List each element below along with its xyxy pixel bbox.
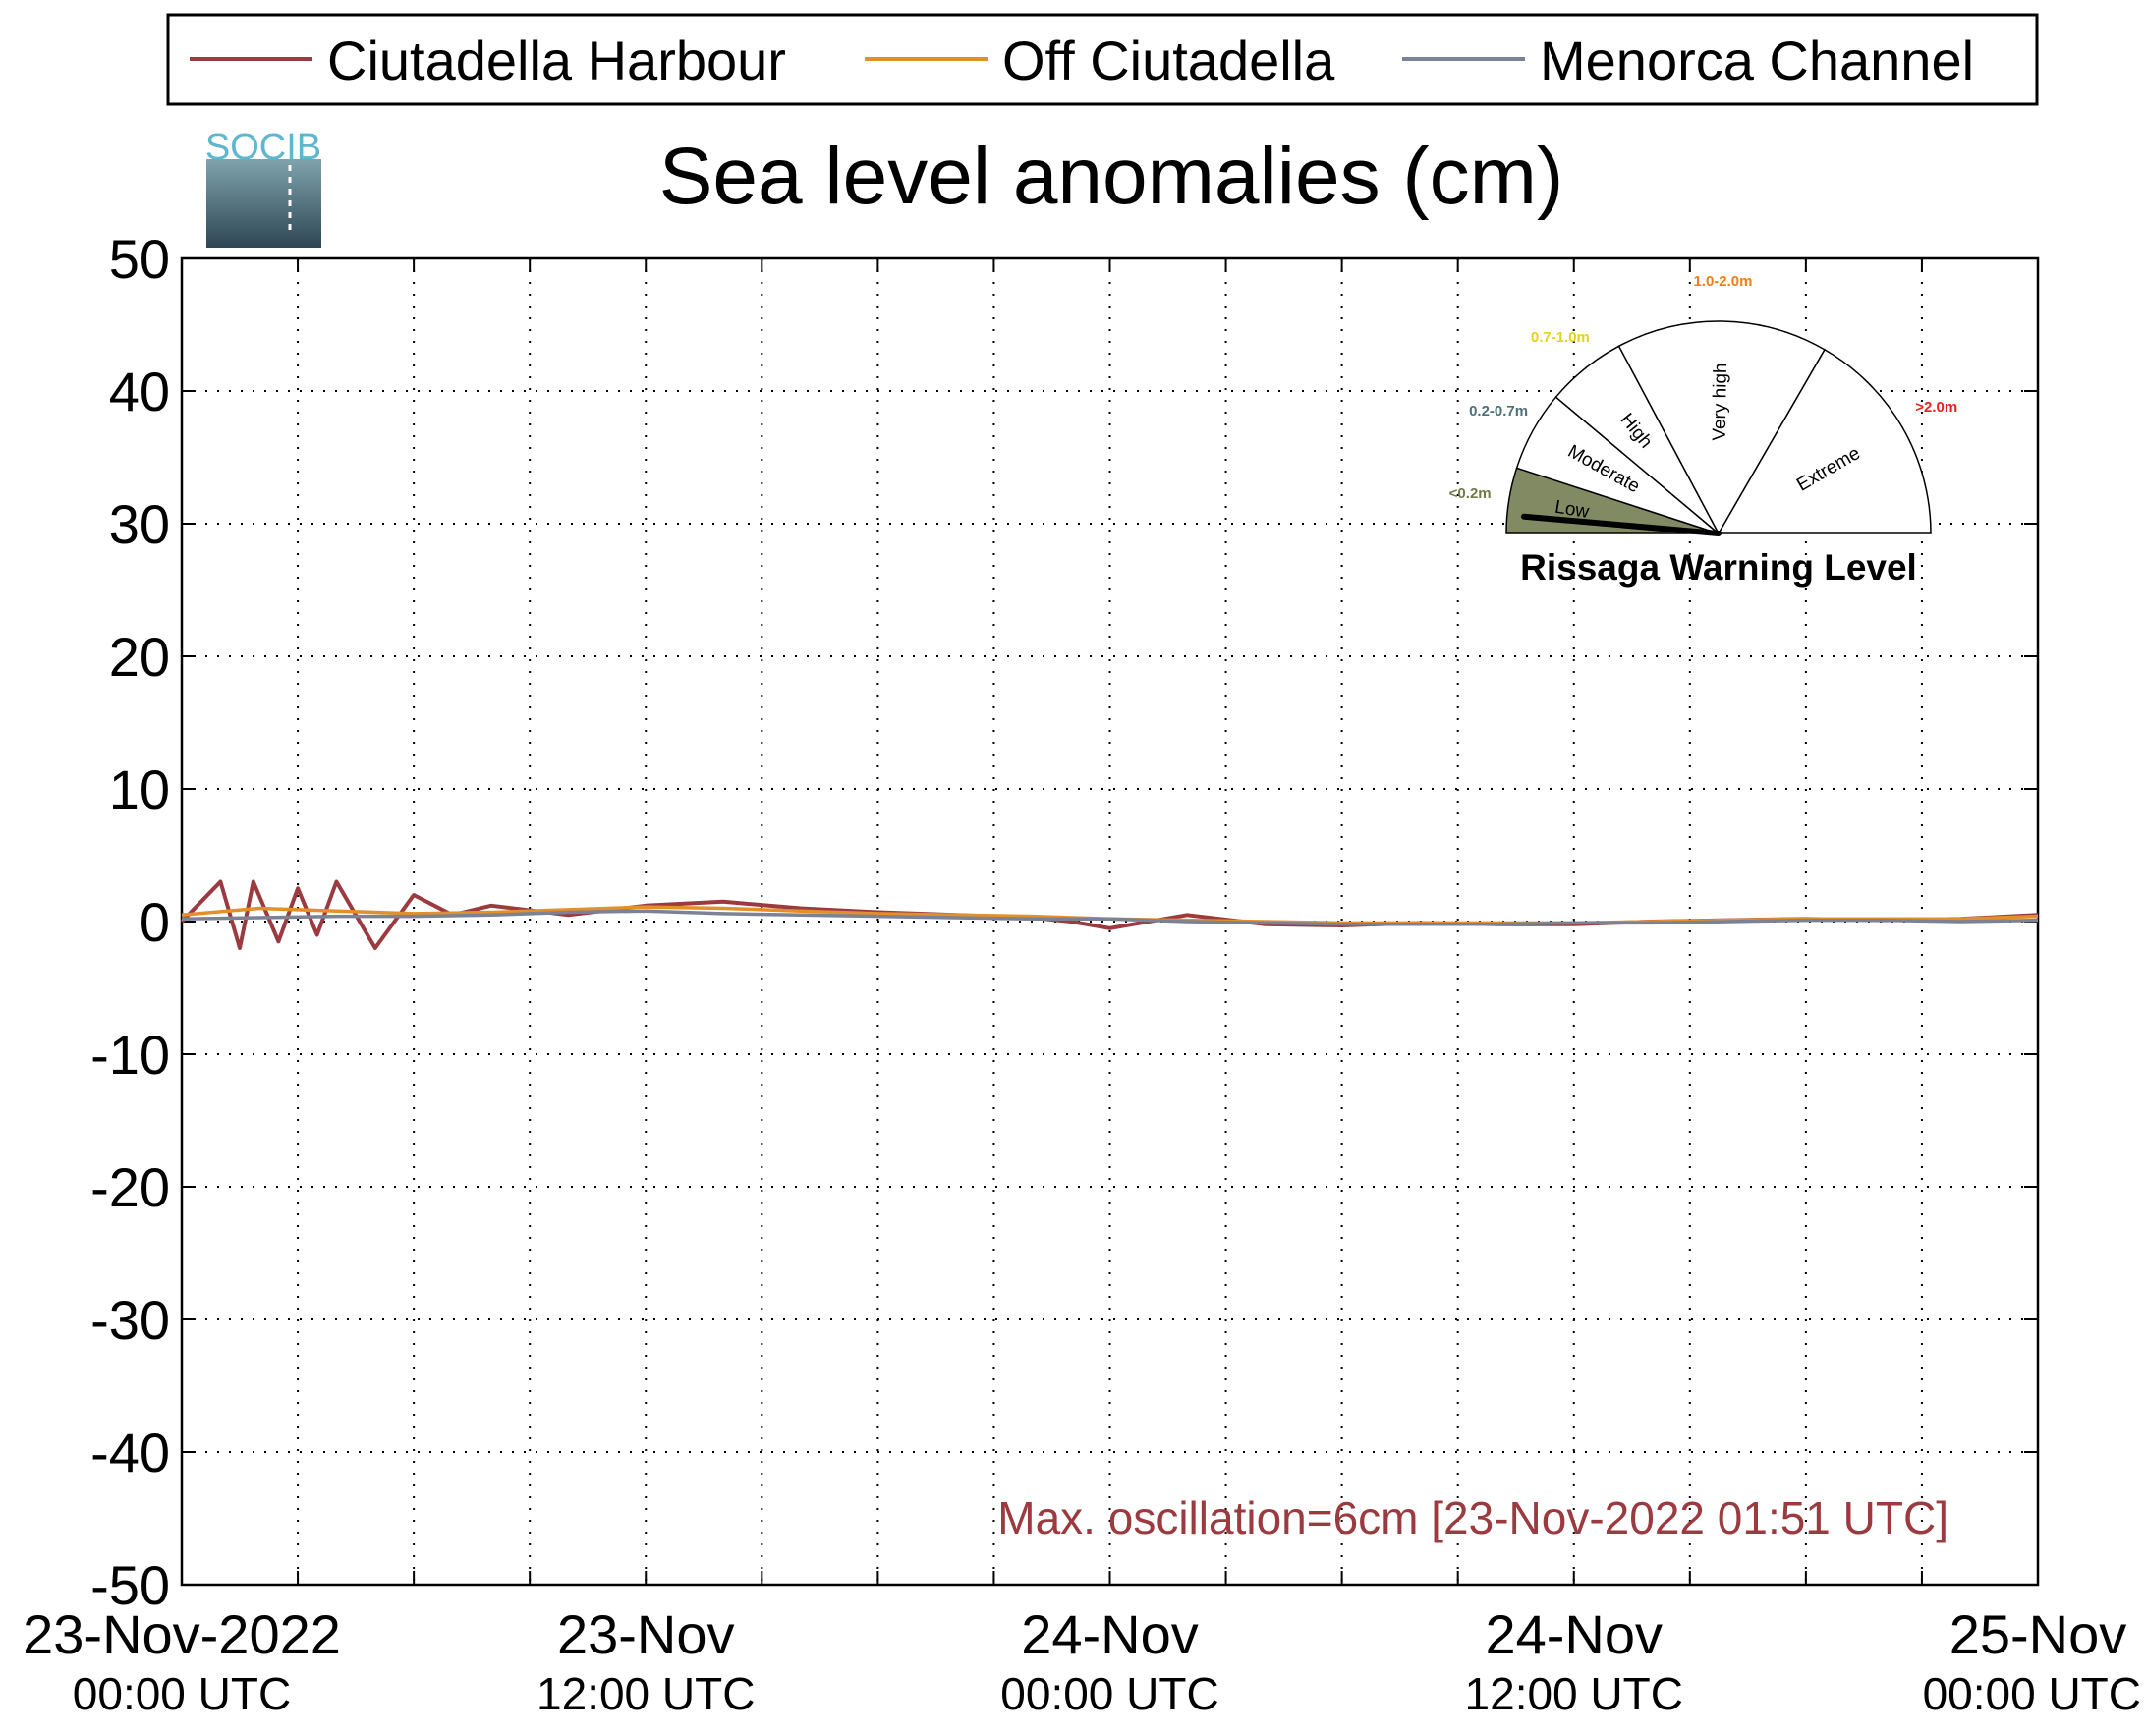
y-tick-label: 0 xyxy=(140,891,170,953)
x-tick-label-time: 12:00 UTC xyxy=(1465,1668,1683,1719)
gauge-sector-very-high xyxy=(1617,320,1827,535)
legend-label-menorca-channel: Menorca Channel xyxy=(1540,29,1974,91)
series-line-menorca-channel xyxy=(181,909,2039,926)
x-tick-label-date: 25-Nov xyxy=(1949,1603,2127,1665)
y-tick-label: 40 xyxy=(109,361,170,422)
legend-item-menorca-channel: Menorca Channel xyxy=(1402,29,1974,91)
y-tick-label: -20 xyxy=(90,1156,170,1218)
gauge-needle xyxy=(1521,513,1722,536)
max-oscillation-annotation: Max. oscillation=6cm [23-Nov-2022 01:51 … xyxy=(997,1492,1948,1543)
logo-text: SOCIB xyxy=(205,127,321,168)
y-tick-label: 10 xyxy=(109,758,170,820)
legend-item-ciutadella-harbour: Ciutadella Harbour xyxy=(190,29,786,91)
legend-label-off-ciutadella: Off Ciutadella xyxy=(1002,29,1335,91)
y-tick-label: -30 xyxy=(90,1289,170,1351)
series-lines xyxy=(180,879,2039,950)
chart-title: Sea level anomalies (cm) xyxy=(659,132,1564,221)
logo-gradient-block xyxy=(206,159,321,248)
axes: 50403020100-10-20-30-40-5023-Nov-202200:… xyxy=(23,228,2141,1719)
x-tick-label-date: 24-Nov xyxy=(1021,1603,1199,1665)
gauge-range-label: 1.0-2.0m xyxy=(1693,273,1752,290)
gauge-range-label: 0.7-1.0m xyxy=(1531,329,1590,346)
legend-item-off-ciutadella: Off Ciutadella xyxy=(865,29,1335,91)
x-tick-label-time: 00:00 UTC xyxy=(73,1668,291,1719)
y-tick-label: -50 xyxy=(90,1554,170,1616)
x-tick-label-date: 23-Nov xyxy=(557,1603,735,1665)
legend-label-ciutadella-harbour: Ciutadella Harbour xyxy=(327,29,786,91)
y-tick-label: -40 xyxy=(90,1422,170,1484)
gauge-sector-label: Very high xyxy=(1710,363,1731,441)
x-tick-label-date: 24-Nov xyxy=(1485,1603,1663,1665)
y-tick-label: 30 xyxy=(109,493,170,555)
y-tick-label: 50 xyxy=(109,228,170,290)
x-tick-label-time: 00:00 UTC xyxy=(1000,1668,1218,1719)
gauge-range-label: 0.2-0.7m xyxy=(1469,403,1528,420)
socib-logo: SOCIB xyxy=(205,127,321,248)
x-tick-label-time: 12:00 UTC xyxy=(536,1668,755,1719)
gauge-range-label: <0.2m xyxy=(1449,485,1492,502)
x-tick-label-date: 23-Nov-2022 xyxy=(23,1603,341,1665)
legend-frame xyxy=(166,13,2039,106)
y-tick-label: -10 xyxy=(90,1024,170,1086)
y-tick-label: 20 xyxy=(109,626,170,688)
x-tick-label-time: 00:00 UTC xyxy=(1923,1668,2141,1719)
gauge-range-label: >2.0m xyxy=(1915,399,1957,416)
gauge-title: Rissaga Warning Level xyxy=(1520,547,1917,588)
gauge-sector-extreme xyxy=(1717,348,1932,534)
legend: Ciutadella Harbour Off Ciutadella Menorc… xyxy=(166,13,2039,106)
